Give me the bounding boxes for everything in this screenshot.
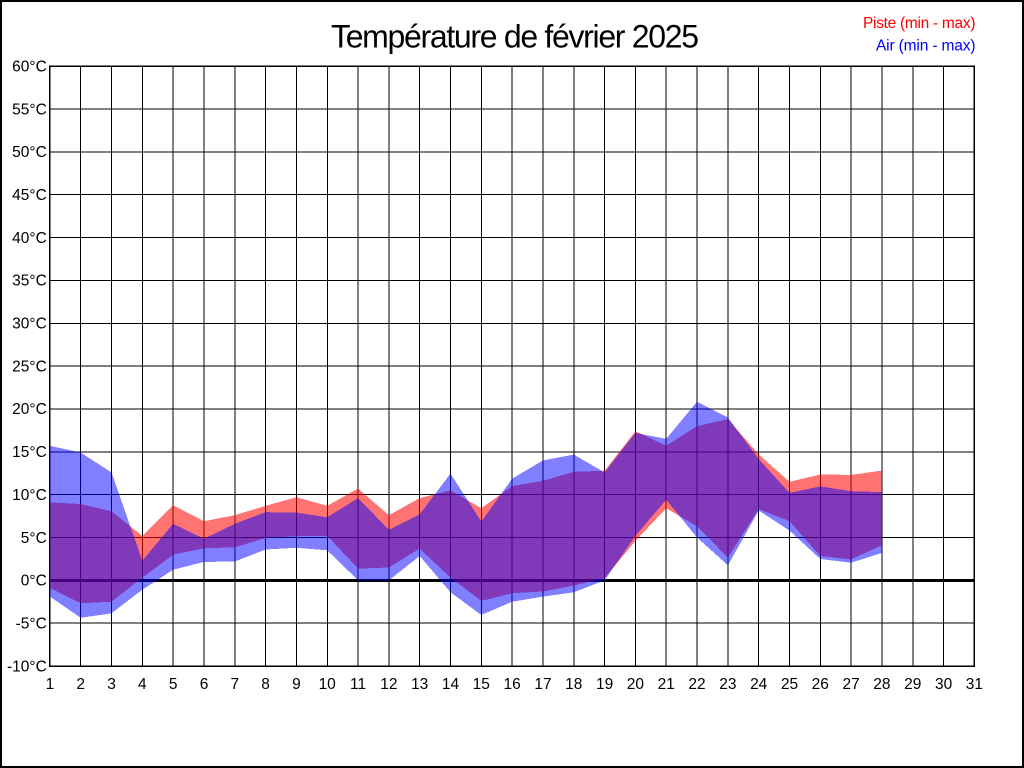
svg-text:13: 13 [411,676,428,693]
svg-text:27: 27 [842,676,859,693]
svg-text:24: 24 [750,676,768,693]
svg-text:3: 3 [107,676,116,693]
svg-text:21: 21 [658,676,675,693]
svg-text:18: 18 [565,676,582,693]
svg-text:Air (min - max): Air (min - max) [876,38,976,55]
svg-text:5°C: 5°C [21,530,47,547]
svg-text:8: 8 [261,676,270,693]
svg-text:25: 25 [781,676,798,693]
svg-text:Température de février 2025: Température de février 2025 [331,19,699,55]
svg-text:-5°C: -5°C [16,616,47,633]
svg-text:14: 14 [442,676,460,693]
svg-text:30°C: 30°C [12,316,47,333]
svg-text:15°C: 15°C [12,444,47,461]
svg-text:28: 28 [873,676,890,693]
svg-text:17: 17 [534,676,551,693]
svg-text:10: 10 [319,676,337,693]
svg-text:30: 30 [935,676,953,693]
svg-text:40°C: 40°C [12,230,47,247]
svg-text:45°C: 45°C [12,187,47,204]
svg-text:-10°C: -10°C [7,658,47,675]
svg-text:35°C: 35°C [12,273,47,290]
svg-text:25°C: 25°C [12,358,47,375]
svg-text:5: 5 [169,676,178,693]
svg-text:12: 12 [380,676,397,693]
svg-text:31: 31 [966,676,983,693]
svg-text:1: 1 [46,676,55,693]
svg-text:26: 26 [812,676,829,693]
svg-text:4: 4 [138,676,147,693]
svg-text:9: 9 [292,676,301,693]
svg-text:15: 15 [473,676,490,693]
svg-text:16: 16 [503,676,520,693]
svg-text:10°C: 10°C [12,487,47,504]
svg-text:11: 11 [350,676,366,693]
svg-text:20: 20 [627,676,645,693]
svg-text:60°C: 60°C [12,59,47,76]
svg-text:29: 29 [904,676,921,693]
svg-text:2: 2 [76,676,85,693]
svg-text:22: 22 [688,676,705,693]
svg-text:23: 23 [719,676,736,693]
svg-text:7: 7 [230,676,239,693]
svg-text:55°C: 55°C [12,101,47,118]
svg-text:20°C: 20°C [12,401,47,418]
svg-text:0°C: 0°C [21,573,47,590]
svg-text:Piste (min - max): Piste (min - max) [863,15,976,32]
svg-text:19: 19 [596,676,613,693]
svg-text:50°C: 50°C [12,144,47,161]
svg-text:6: 6 [200,676,209,693]
